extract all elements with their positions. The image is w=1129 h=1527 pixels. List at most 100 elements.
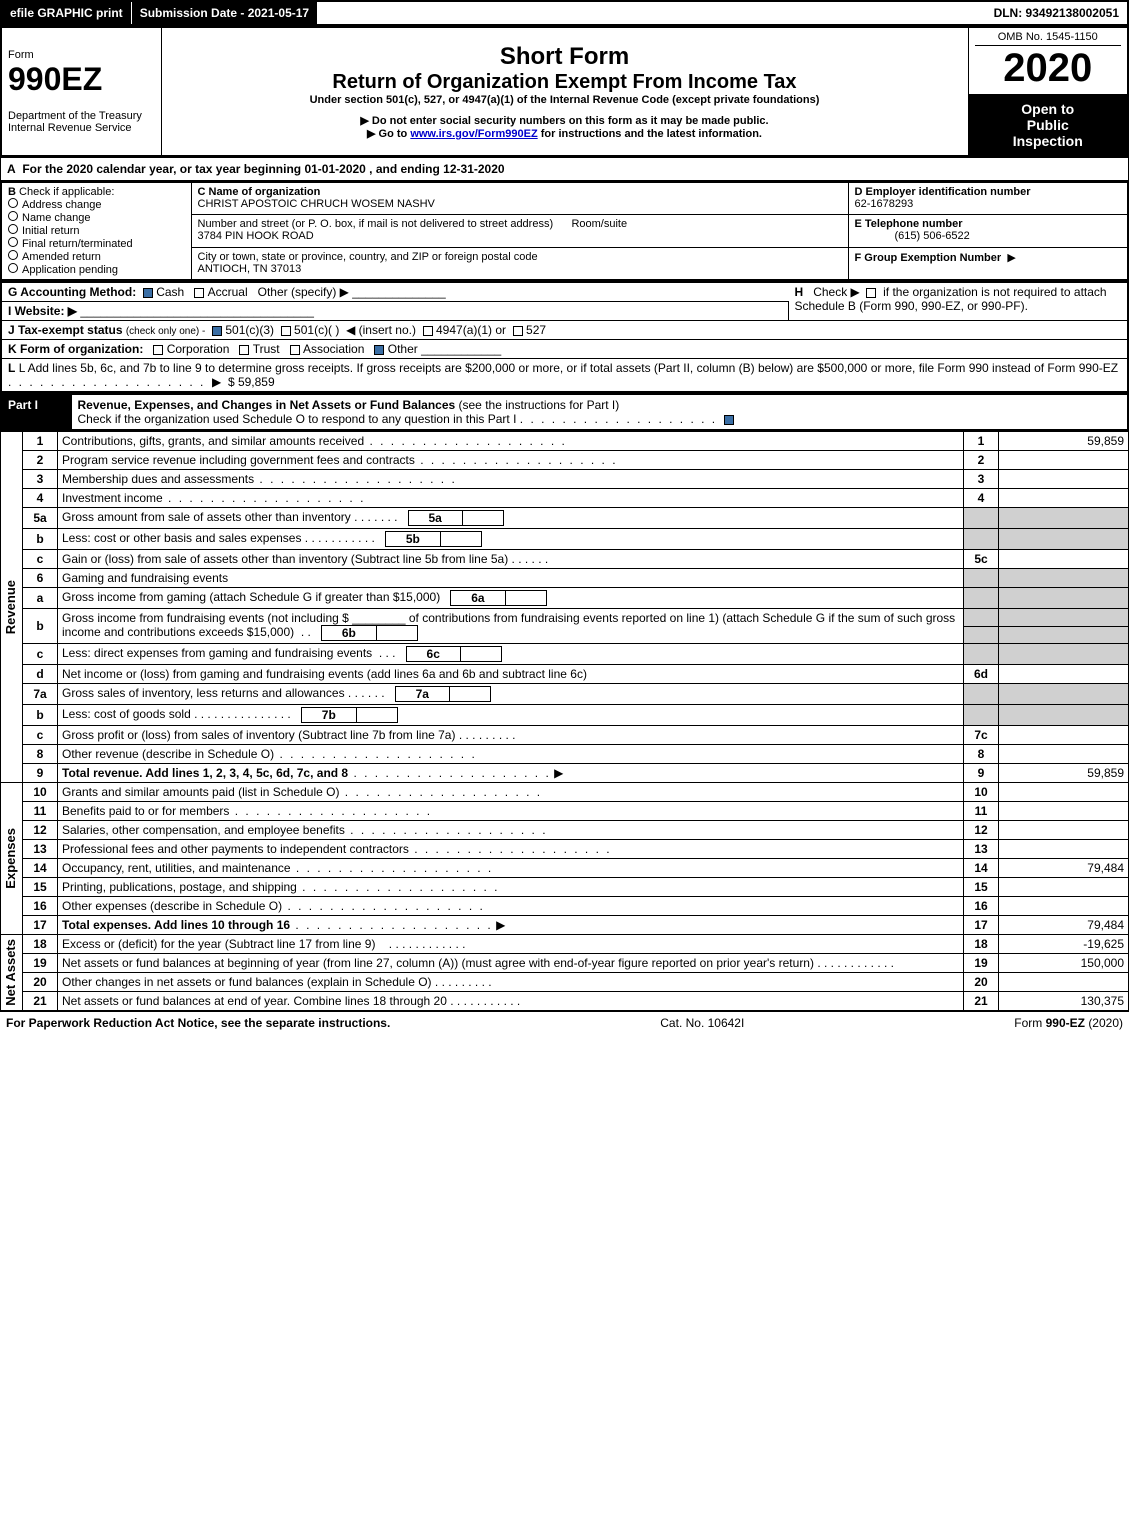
open-line2: Public — [975, 117, 1122, 133]
chk-initial-return[interactable] — [8, 224, 18, 234]
l1-amt: 59,859 — [999, 432, 1129, 451]
l6-shade2 — [999, 569, 1129, 588]
l7a-text: Gross sales of inventory, less returns a… — [62, 686, 345, 700]
l7b-desc: Less: cost of goods sold . . . . . . . .… — [58, 705, 964, 726]
dln: DLN: 93492138002051 — [986, 2, 1127, 24]
l11-rn: 11 — [964, 802, 999, 821]
chk-other-org[interactable] — [374, 345, 384, 355]
l4-amt — [999, 489, 1129, 508]
opt-final: Final return/terminated — [22, 238, 133, 250]
l10-num: 10 — [23, 783, 58, 802]
l16-dots — [282, 899, 485, 913]
chk-501c3[interactable] — [212, 326, 222, 336]
opt-pending: Application pending — [22, 264, 118, 276]
l6b-sub-amt — [376, 625, 418, 641]
l2-text: Program service revenue including govern… — [62, 453, 415, 467]
l5a-num: 5a — [23, 508, 58, 529]
l12-text: Salaries, other compensation, and employ… — [62, 823, 345, 837]
efile-label[interactable]: efile GRAPHIC print — [2, 2, 131, 24]
l4-text: Investment income — [62, 491, 163, 505]
box-c-label: C Name of organization — [198, 186, 321, 198]
box-e-label: E Telephone number — [855, 218, 963, 230]
box-f: F Group Exemption Number ▶ — [848, 247, 1128, 280]
chk-address-change[interactable] — [8, 198, 18, 208]
l19-amt: 150,000 — [999, 954, 1129, 973]
l17-text: Total expenses. Add lines 10 through 16 — [62, 918, 290, 932]
chk-application-pending[interactable] — [8, 263, 18, 273]
l8-num: 8 — [23, 745, 58, 764]
l13-amt — [999, 840, 1129, 859]
box-c-city: City or town, state or province, country… — [191, 247, 848, 280]
l19-text: Net assets or fund balances at beginning… — [62, 956, 814, 970]
chk-527[interactable] — [513, 326, 523, 336]
tax-year-text: For the 2020 calendar year, or tax year … — [22, 162, 504, 176]
chk-cash[interactable] — [143, 288, 153, 298]
l13-text: Professional fees and other payments to … — [62, 842, 409, 856]
l6c-num: c — [23, 644, 58, 665]
submission-date: Submission Date - 2021-05-17 — [131, 2, 317, 24]
box-h-check: Check ▶ — [813, 285, 860, 299]
l5b-sub-amt — [440, 531, 482, 547]
chk-501c[interactable] — [281, 326, 291, 336]
chk-sched-b[interactable] — [866, 288, 876, 298]
room-label: Room/suite — [571, 218, 627, 230]
opt-527: 527 — [526, 323, 546, 337]
chk-final-return[interactable] — [8, 237, 18, 247]
header-table: Form 990EZ Department of the Treasury In… — [0, 26, 1129, 157]
chk-accrual[interactable] — [194, 288, 204, 298]
ein-value: 62-1678293 — [855, 198, 914, 210]
l6b-num: b — [23, 609, 58, 644]
l17-dots — [290, 918, 493, 932]
l9-rn: 9 — [964, 764, 999, 783]
part1-table: Revenue 1 Contributions, gifts, grants, … — [0, 431, 1129, 1011]
chk-amended[interactable] — [8, 250, 18, 260]
l13-num: 13 — [23, 840, 58, 859]
l3-num: 3 — [23, 470, 58, 489]
city-value: ANTIOCH, TN 37013 — [198, 263, 302, 275]
l15-text: Printing, publications, postage, and shi… — [62, 880, 297, 894]
chk-corp[interactable] — [153, 345, 163, 355]
l20-num: 20 — [23, 973, 58, 992]
l5a-sub-amt — [462, 510, 504, 526]
goto-suffix: for instructions and the latest informat… — [541, 128, 762, 140]
box-f-label: F Group Exemption Number — [855, 252, 1002, 264]
l5b-shade — [964, 529, 999, 550]
l18-num: 18 — [23, 935, 58, 954]
l1-num: 1 — [23, 432, 58, 451]
l10-desc: Grants and similar amounts paid (list in… — [58, 783, 964, 802]
chk-trust[interactable] — [239, 345, 249, 355]
l7b-shade — [964, 705, 999, 726]
open-public-cell: Open to Public Inspection — [968, 95, 1128, 157]
netassets-label-cell: Net Assets — [1, 935, 23, 1011]
l1-dots — [364, 434, 567, 448]
chk-name-change[interactable] — [8, 211, 18, 221]
l6d-num: d — [23, 665, 58, 684]
l21-rn: 21 — [964, 992, 999, 1011]
box-i: I Website: ▶ ___________________________… — [1, 302, 788, 321]
l18-amt: -19,625 — [999, 935, 1129, 954]
l7b-sub-amt — [356, 707, 398, 723]
box-b: B Check if applicable: Address change Na… — [1, 182, 191, 280]
chk-schedule-o[interactable] — [724, 415, 734, 425]
l6a-num: a — [23, 588, 58, 609]
l9-text: Total revenue. Add lines 1, 2, 3, 4, 5c,… — [62, 766, 348, 780]
box-l-dots — [8, 375, 205, 389]
l16-desc: Other expenses (describe in Schedule O) — [58, 897, 964, 916]
l4-rn: 4 — [964, 489, 999, 508]
goto-prefix: Go to — [367, 128, 410, 140]
l21-desc: Net assets or fund balances at end of ye… — [58, 992, 964, 1011]
box-l-arrow: ▶ — [212, 375, 221, 389]
l6c-shade2 — [999, 644, 1129, 665]
l6a-shade — [964, 588, 999, 609]
l20-desc: Other changes in net assets or fund bala… — [58, 973, 964, 992]
l4-dots — [163, 491, 366, 505]
irs-link[interactable]: www.irs.gov/Form990EZ — [410, 128, 537, 140]
opt-assoc: Association — [303, 342, 364, 356]
l6b-sn: 6b — [342, 626, 356, 640]
l8-desc: Other revenue (describe in Schedule O) — [58, 745, 964, 764]
l19-num: 19 — [23, 954, 58, 973]
chk-assoc[interactable] — [290, 345, 300, 355]
l8-dots — [274, 747, 477, 761]
chk-4947[interactable] — [423, 326, 433, 336]
top-bar: efile GRAPHIC print Submission Date - 20… — [0, 0, 1129, 26]
